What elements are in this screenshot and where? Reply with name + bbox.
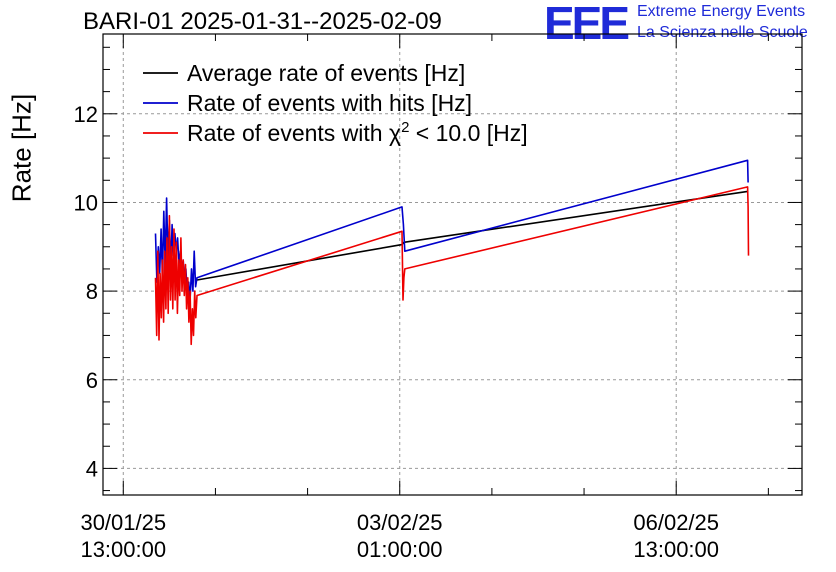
logo-subtitle-line2: La Scienza nelle Scuole: [637, 24, 808, 41]
series-line-2: [154, 186, 750, 346]
series-line-1: [154, 159, 749, 301]
x-tick-label-date: 06/02/25: [633, 510, 719, 535]
x-tick-label-time: 13:00:00: [633, 537, 719, 562]
legend-label: Rate of events with χ2 < 10.0 [Hz]: [187, 119, 528, 146]
x-tick-label-time: 13:00:00: [80, 537, 166, 562]
legend-superscript: 2: [401, 119, 409, 136]
eee-logo: EEE: [544, 0, 630, 49]
y-tick-label: 6: [86, 368, 98, 393]
plot-frame: [102, 33, 803, 496]
x-tick-label-date: 30/01/25: [80, 510, 166, 535]
logo-subtitle-line1: Extreme Energy Events: [637, 3, 806, 20]
y-tick-label: 10: [74, 190, 98, 215]
chart-title: BARI-01 2025-01-31--2025-02-09: [83, 8, 442, 35]
legend-label: Average rate of events [Hz]: [187, 60, 465, 86]
series-line-0: [196, 190, 748, 281]
x-tick-label-date: 03/02/25: [357, 510, 443, 535]
x-tick-label-time: 01:00:00: [357, 537, 443, 562]
y-tick-label: 8: [86, 279, 98, 304]
y-tick-label: 4: [86, 456, 98, 481]
y-tick-label: 12: [74, 102, 98, 127]
legend-label: Rate of events with hits [Hz]: [187, 90, 472, 116]
legend-suffix: < 10.0 [Hz]: [409, 120, 527, 146]
